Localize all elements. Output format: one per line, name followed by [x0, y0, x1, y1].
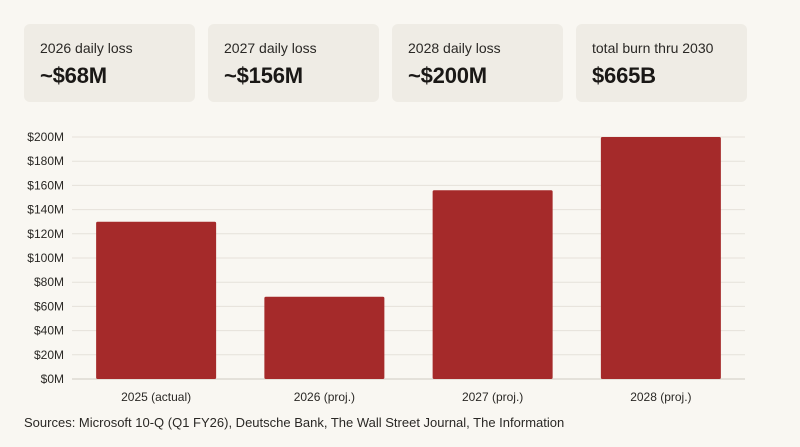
stat-value: $665B [592, 63, 656, 88]
stat-value: ~$200M [408, 63, 487, 88]
stat-label: 2026 daily loss [40, 40, 133, 56]
bar [264, 296, 385, 379]
sources-note: Sources: Microsoft 10-Q (Q1 FY26), Deuts… [24, 415, 565, 430]
stat-label: 2027 daily loss [224, 40, 317, 56]
bar-chart: $0M $20M $40M $60M $80M $100M $120M $140M $160M $… [27, 130, 745, 404]
y-tick-label: $0M [41, 372, 64, 386]
bar [600, 137, 721, 379]
stat-label: 2028 daily loss [408, 40, 501, 56]
y-tick-label: $100M [27, 251, 64, 265]
x-tick-label: 2027 (proj.) [462, 390, 523, 404]
stat-card-2027: 2027 daily loss ~$156M [208, 24, 379, 102]
stat-card-2026: 2026 daily loss ~$68M [24, 24, 195, 102]
y-tick-label: $140M [27, 203, 64, 217]
stat-value: ~$68M [40, 63, 107, 88]
y-tick-label: $80M [34, 275, 64, 289]
y-tick-label: $200M [27, 130, 64, 144]
stat-label: total burn thru 2030 [592, 40, 714, 56]
x-tick-label: 2028 (proj.) [630, 390, 691, 404]
y-tick-label: $40M [34, 324, 64, 338]
x-tick-label: 2025 (actual) [121, 390, 191, 404]
y-tick-label: $180M [27, 154, 64, 168]
y-tick-label: $160M [27, 178, 64, 192]
y-tick-label: $120M [27, 227, 64, 241]
bar [432, 190, 553, 379]
y-tick-label: $60M [34, 299, 64, 313]
stat-cards: 2026 daily loss ~$68M 2027 daily loss ~$… [24, 24, 747, 102]
stat-card-total-burn: total burn thru 2030 $665B [576, 24, 747, 102]
bar [96, 221, 217, 379]
stat-card-2028: 2028 daily loss ~$200M [392, 24, 563, 102]
x-tick-label: 2026 (proj.) [294, 390, 355, 404]
y-tick-label: $20M [34, 348, 64, 362]
stat-value: ~$156M [224, 63, 303, 88]
